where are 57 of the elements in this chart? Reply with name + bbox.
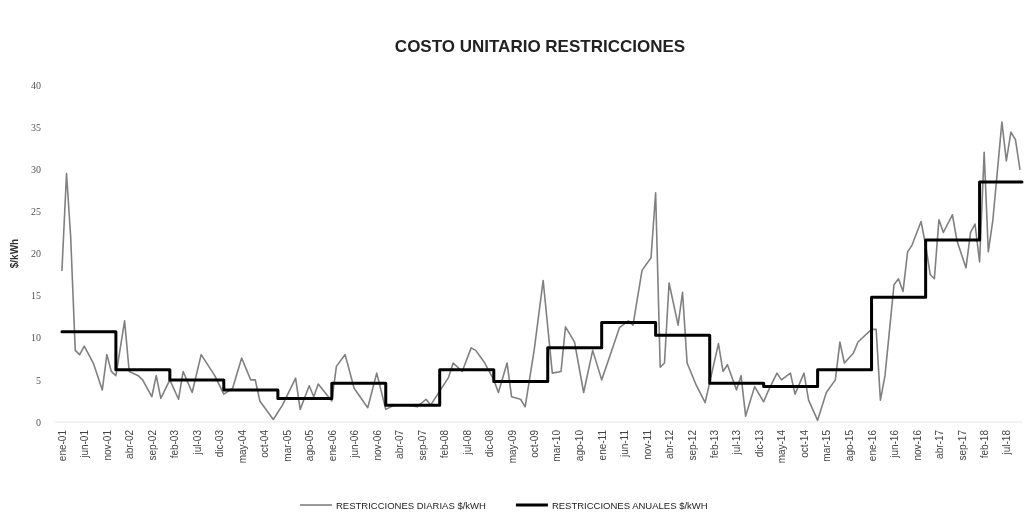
x-tick-label: ene-16 — [866, 429, 878, 462]
y-tick-label: 20 — [31, 248, 41, 260]
x-tick-label: dic-08 — [484, 429, 496, 458]
y-tick-label: 40 — [31, 79, 41, 91]
y-tick-label: 25 — [31, 206, 41, 218]
x-tick-label: oct-09 — [529, 429, 541, 458]
legend-label: RESTRICCIONES DIARIAS $/kWH — [336, 499, 487, 511]
x-tick-label: jul-03 — [191, 429, 203, 456]
x-tick-label: jun-11 — [619, 429, 630, 459]
x-tick-label: sep-02 — [146, 429, 158, 461]
x-tick-label: dic-03 — [214, 429, 226, 458]
x-tick-label: ene-01 — [56, 429, 68, 462]
x-tick-label: ago-05 — [304, 429, 316, 462]
y-tick-label: 5 — [36, 374, 41, 386]
x-tick-label: mar-05 — [281, 429, 293, 462]
x-tick-label: mar-15 — [821, 429, 833, 462]
x-tick-label: abr-02 — [124, 429, 136, 459]
y-tick-label: 30 — [31, 163, 41, 175]
x-tick-label: nov-11 — [641, 429, 653, 460]
x-tick-label: abr-12 — [664, 429, 676, 459]
x-tick-label: nov-16 — [911, 429, 923, 461]
x-tick-label: feb-03 — [169, 429, 181, 459]
x-tick-label: jul-18 — [1001, 429, 1013, 456]
x-tick-label: may-09 — [506, 429, 518, 464]
x-tick-label: oct-04 — [259, 429, 271, 458]
x-tick-label: dic-13 — [754, 429, 766, 458]
x-tick-label: abr-17 — [933, 429, 945, 459]
x-tick-label: sep-12 — [686, 429, 698, 461]
x-tick-label: jul-13 — [731, 429, 743, 456]
x-tick-label: feb-08 — [439, 429, 451, 459]
x-tick-label: jun-01 — [79, 429, 91, 459]
x-tick-label: ago-10 — [574, 429, 586, 462]
x-tick-label: nov-06 — [371, 429, 383, 461]
legend-label: RESTRICCIONES ANUALES $/kWH — [551, 499, 708, 511]
chart-title: COSTO UNITARIO RESTRICCIONES — [394, 37, 686, 56]
y-tick-label: 35 — [31, 121, 41, 133]
x-tick-label: mar-10 — [551, 429, 563, 462]
x-tick-label: may-14 — [776, 429, 788, 464]
x-tick-label: feb-13 — [709, 429, 721, 459]
x-tick-label: jun-06 — [349, 429, 361, 459]
y-tick-label: 0 — [36, 416, 41, 428]
x-tick-label: jun-16 — [889, 429, 901, 459]
x-tick-label: ene-06 — [326, 429, 338, 462]
y-tick-label: 10 — [31, 332, 41, 344]
x-tick-label: nov-01 — [101, 429, 113, 461]
x-tick-label: sep-07 — [416, 429, 428, 461]
x-tick-label: may-04 — [236, 429, 248, 464]
x-tick-label: feb-18 — [979, 429, 991, 459]
y-axis-title: $/kWh — [9, 238, 20, 269]
x-tick-label: abr-07 — [394, 429, 406, 459]
x-tick-label: sep-17 — [956, 429, 968, 461]
x-tick-label: ago-15 — [843, 429, 855, 462]
y-tick-label: 15 — [31, 290, 41, 302]
x-tick-label: oct-14 — [799, 429, 811, 458]
x-tick-label: jul-08 — [461, 429, 473, 456]
line-series — [61, 121, 1021, 422]
x-tick-label: ene-11 — [596, 429, 608, 461]
